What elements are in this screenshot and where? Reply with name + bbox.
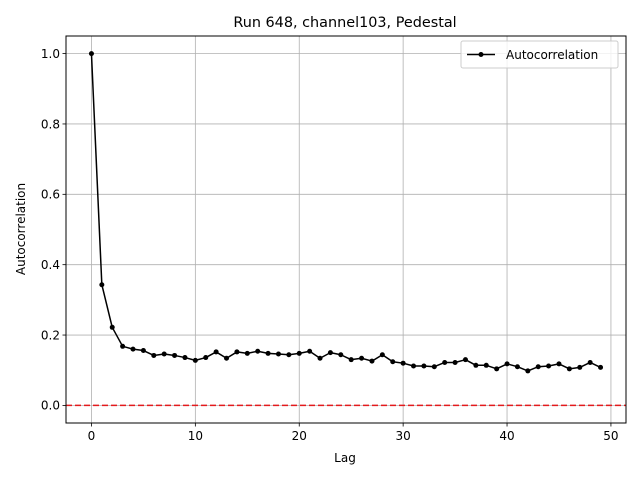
data-point	[379, 352, 385, 358]
data-point	[109, 324, 115, 330]
series-layer	[88, 51, 604, 374]
y-tick-label: 0.6	[41, 188, 60, 202]
x-tick-label: 40	[499, 429, 514, 443]
plot-area-frame	[65, 35, 627, 424]
x-tick-label: 20	[292, 429, 307, 443]
data-point	[452, 359, 458, 365]
data-point	[369, 358, 375, 364]
x-axis-label: Lag	[334, 451, 356, 465]
y-tick-label: 1.0	[41, 47, 60, 61]
data-point	[338, 352, 344, 358]
x-tick-label: 30	[396, 429, 411, 443]
data-point	[286, 352, 292, 358]
data-point	[99, 282, 105, 288]
legend-marker-sample	[478, 52, 484, 57]
data-point	[348, 357, 354, 363]
data-point	[265, 350, 271, 356]
data-point	[525, 368, 531, 374]
data-point	[411, 363, 417, 369]
y-tick-label: 0.2	[41, 328, 60, 342]
legend-box	[460, 40, 619, 69]
data-point	[577, 364, 583, 370]
legend: Autocorrelation	[460, 40, 619, 69]
data-point	[244, 350, 250, 356]
data-point	[213, 349, 219, 355]
data-point	[182, 355, 188, 361]
chart-title: Run 648, channel103, Pedestal	[233, 15, 456, 31]
data-point	[88, 51, 94, 57]
data-point	[473, 362, 479, 368]
data-point	[494, 366, 500, 372]
data-point	[359, 355, 365, 361]
data-point	[307, 348, 313, 354]
legend-entry-autocorrelation: Autocorrelation	[506, 48, 598, 62]
x-tick-label: 10	[188, 429, 203, 443]
x-tick-label: 50	[603, 429, 618, 443]
y-tick-label: 0.4	[41, 258, 60, 272]
data-point	[483, 362, 489, 368]
y-tick-label: 0.8	[41, 117, 60, 131]
data-point	[224, 355, 230, 361]
data-point	[390, 359, 396, 365]
y-axis-label: Autocorrelation	[14, 183, 28, 275]
x-axis-ticks: 0 10 20 30 40 50	[88, 423, 619, 443]
data-point	[546, 363, 552, 369]
data-point	[255, 348, 261, 354]
data-point	[442, 359, 448, 365]
x-tick-label: 0	[88, 429, 96, 443]
data-point	[140, 348, 146, 354]
data-point	[587, 359, 593, 365]
data-point	[161, 351, 167, 357]
data-point	[275, 351, 281, 357]
data-point	[598, 364, 604, 370]
data-point	[192, 357, 198, 363]
data-point	[556, 361, 562, 367]
data-point	[317, 355, 323, 361]
data-point	[203, 355, 209, 361]
data-point	[431, 364, 437, 370]
data-point	[514, 364, 520, 370]
data-point	[296, 350, 302, 356]
data-point	[462, 357, 468, 363]
data-point	[151, 352, 157, 358]
data-point	[421, 363, 427, 369]
y-axis-ticks: 0.0 0.2 0.4 0.6 0.8 1.0	[41, 47, 66, 413]
data-point	[400, 360, 406, 366]
data-point	[535, 364, 541, 370]
data-point	[172, 352, 178, 358]
data-point	[130, 346, 136, 352]
data-point	[120, 343, 126, 349]
y-tick-label: 0.0	[41, 399, 60, 413]
data-point	[327, 350, 333, 356]
data-point	[566, 366, 572, 372]
data-point	[504, 361, 510, 367]
data-point	[234, 349, 240, 355]
